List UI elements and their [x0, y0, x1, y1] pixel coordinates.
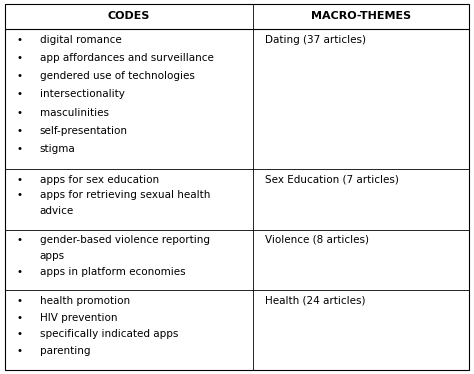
Text: parenting: parenting	[39, 346, 90, 356]
Text: masculinities: masculinities	[39, 107, 109, 117]
Text: Dating (37 articles): Dating (37 articles)	[265, 36, 366, 45]
Text: apps for retrieving sexual health: apps for retrieving sexual health	[39, 190, 210, 200]
Text: •: •	[16, 126, 22, 135]
Text: health promotion: health promotion	[39, 296, 130, 306]
Text: gendered use of technologies: gendered use of technologies	[39, 71, 194, 82]
Text: Health (24 articles): Health (24 articles)	[265, 296, 365, 306]
Text: •: •	[16, 267, 22, 277]
Text: apps in platform economies: apps in platform economies	[39, 267, 185, 277]
Text: HIV prevention: HIV prevention	[39, 313, 117, 322]
Text: •: •	[16, 36, 22, 45]
Text: digital romance: digital romance	[39, 36, 121, 45]
Text: specifically indicated apps: specifically indicated apps	[39, 329, 178, 339]
Text: •: •	[16, 107, 22, 117]
Text: •: •	[16, 235, 22, 245]
Text: apps: apps	[39, 251, 65, 261]
Text: •: •	[16, 144, 22, 154]
Text: gender-based violence reporting: gender-based violence reporting	[39, 235, 210, 245]
Text: CODES: CODES	[108, 11, 150, 21]
Text: intersectionality: intersectionality	[39, 89, 125, 99]
Text: •: •	[16, 313, 22, 322]
Text: •: •	[16, 329, 22, 339]
Text: apps for sex education: apps for sex education	[39, 175, 159, 185]
Text: app affordances and surveillance: app affordances and surveillance	[39, 53, 213, 64]
Text: •: •	[16, 175, 22, 185]
Text: •: •	[16, 89, 22, 99]
Text: stigma: stigma	[39, 144, 75, 154]
Text: MACRO-THEMES: MACRO-THEMES	[311, 11, 411, 21]
Text: self-presentation: self-presentation	[39, 126, 128, 135]
Text: •: •	[16, 346, 22, 356]
Text: Sex Education (7 articles): Sex Education (7 articles)	[265, 175, 399, 185]
Text: •: •	[16, 190, 22, 200]
Text: •: •	[16, 71, 22, 82]
Text: •: •	[16, 53, 22, 64]
Text: •: •	[16, 296, 22, 306]
Text: advice: advice	[39, 206, 74, 217]
Text: Violence (8 articles): Violence (8 articles)	[265, 235, 369, 245]
